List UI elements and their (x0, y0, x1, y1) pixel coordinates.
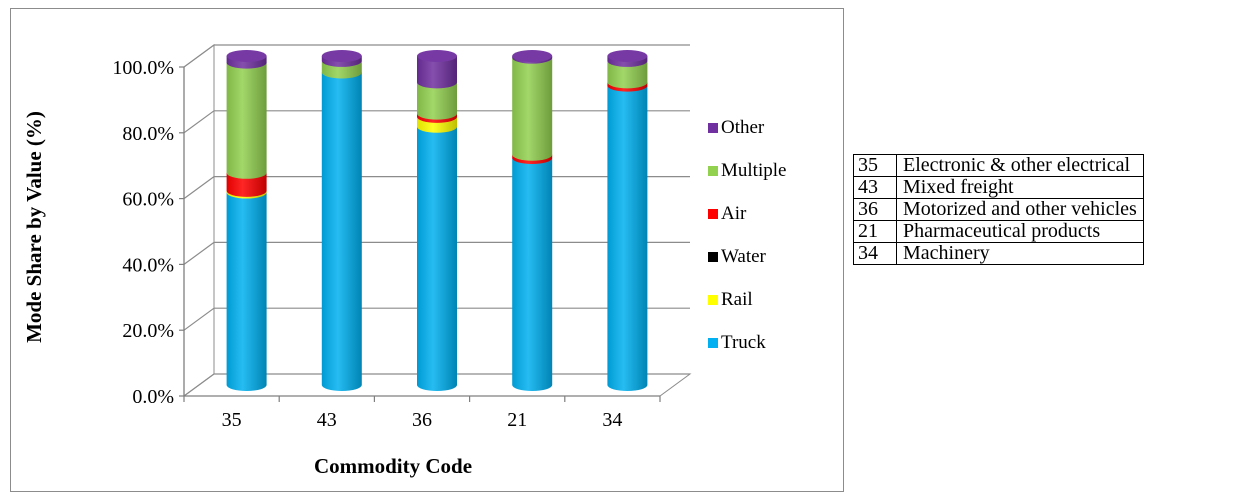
commodity-code-table: 35 Electronic & other electrical 43 Mixed f… (853, 154, 1144, 265)
bar-truck-35 (226, 192, 267, 391)
legend-item-multiple: Multiple (708, 160, 786, 181)
legend-swatch (708, 295, 718, 305)
side-wall (183, 44, 215, 397)
commodity-name: Machinery (896, 242, 1144, 265)
x-tick-labels: 35 43 36 21 34 (222, 409, 623, 431)
legend-label: Multiple (721, 160, 786, 181)
bar-top-cap (607, 50, 648, 62)
commodity-code: 34 (853, 242, 897, 265)
legend-item-truck: Truck (708, 332, 766, 353)
chart-frame: 0.0% 20.0% 40.0% 60.0% 80.0% 100.0% 35 43 36 21 3… (10, 8, 844, 492)
bars (226, 50, 648, 392)
legend-swatch (708, 338, 718, 348)
bar-stack-35 (226, 50, 267, 391)
commodity-code: 35 (853, 154, 897, 177)
bar-multiple-36 (417, 82, 458, 120)
commodity-code: 36 (853, 198, 897, 221)
legend-label: Other (721, 117, 765, 138)
bar-multiple-34 (607, 60, 648, 89)
y-tick-label: 80.0% (122, 123, 174, 145)
bar-other-36 (417, 56, 458, 89)
bar-top-cap (512, 50, 553, 62)
legend-swatch (708, 252, 718, 262)
bar-truck-36 (417, 126, 457, 392)
stacked-bar-chart: 0.0%20.0%40.0%60.0%80.0%100.0% 35 43 36 21 3… (22, 44, 786, 478)
bar-top-cap (417, 50, 457, 62)
commodity-name: Pharmaceutical products (896, 220, 1144, 243)
commodity-name: Motorized and other vehicles (896, 198, 1144, 221)
y-tick-label: 60.0% (122, 189, 174, 211)
commodity-row: 43 Mixed freight (853, 176, 1144, 199)
legend-label: Truck (721, 332, 766, 353)
legend: Other Multiple Air Water Rail Truck (708, 117, 786, 353)
y-axis-label: Mode Share by Value (%) (22, 111, 46, 343)
x-tick-label: 35 (222, 409, 242, 431)
legend-label: Rail (721, 289, 753, 310)
bar-top-cap (226, 50, 267, 62)
legend-item-rail: Rail (708, 289, 753, 310)
legend-item-other: Other (708, 117, 765, 138)
x-axis-label: Commodity Code (314, 454, 472, 478)
legend-swatch (708, 209, 718, 219)
bar-truck-21 (512, 157, 553, 391)
bar-multiple-35 (226, 62, 267, 179)
y-tick-label: 40.0% (122, 254, 174, 276)
commodity-name: Electronic & other electrical (896, 154, 1144, 177)
y-tick-label: 20.0% (122, 320, 174, 342)
gridline (183, 44, 690, 68)
bar-truck-34 (607, 85, 648, 392)
commodity-code: 21 (853, 220, 897, 243)
bar-multiple-21 (512, 57, 553, 161)
commodity-row: 36 Motorized and other vehicles (853, 198, 1144, 221)
bar-air-35 (226, 172, 267, 197)
commodity-name: Mixed freight (896, 176, 1144, 199)
x-tick-label: 36 (412, 409, 432, 431)
y-tick-labels: 0.0% 20.0% 40.0% 60.0% 80.0% 100.0% (112, 57, 174, 408)
axes (179, 66, 661, 402)
bar-truck-43 (321, 72, 362, 391)
bar-top-cap (321, 50, 362, 62)
bar-stack-43 (321, 50, 362, 391)
legend-item-water: Water (708, 246, 767, 267)
legend-label: Air (721, 203, 747, 224)
legend-swatch (708, 123, 718, 133)
y-tick-label: 0.0% (132, 386, 174, 408)
y-tick-label: 100.0% (112, 57, 174, 79)
x-tick-label: 21 (507, 409, 527, 431)
commodity-code: 43 (853, 176, 897, 199)
commodity-row: 21 Pharmaceutical products (853, 220, 1144, 243)
bar-stack-21 (512, 50, 553, 391)
bar-stack-34 (607, 50, 648, 392)
x-tick-label: 43 (317, 409, 337, 431)
legend-item-air: Air (708, 203, 747, 224)
legend-label: Water (721, 246, 767, 267)
commodity-row: 34 Machinery (853, 242, 1144, 265)
bar-stack-36 (417, 50, 458, 392)
legend-swatch (708, 166, 718, 176)
commodity-row: 35 Electronic & other electrical (853, 154, 1144, 177)
x-tick-label: 34 (602, 409, 622, 431)
